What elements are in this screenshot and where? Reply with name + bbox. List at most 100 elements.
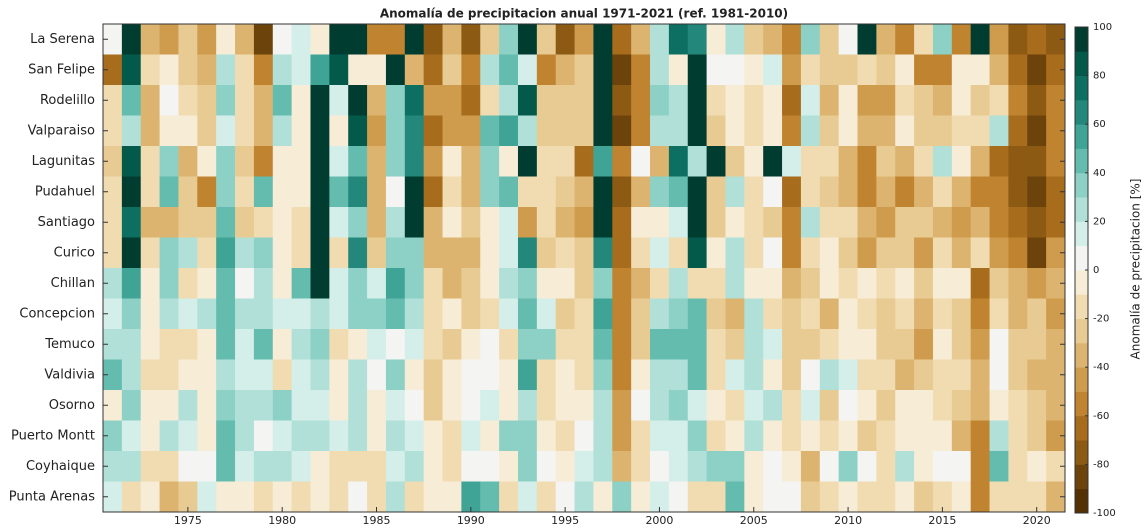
- heatmap-cell: [650, 115, 670, 147]
- heatmap-cell: [461, 146, 481, 177]
- heatmap-cell: [650, 451, 670, 482]
- heatmap-cell: [461, 237, 481, 269]
- y-tick-label: San Felipe: [28, 62, 95, 77]
- heatmap-cell: [385, 481, 406, 513]
- heatmap-cell: [838, 207, 858, 238]
- heatmap-cell: [140, 390, 160, 421]
- heatmap-cell: [442, 115, 462, 147]
- y-tick-label: Rodelillo: [40, 93, 95, 108]
- heatmap-cell: [159, 54, 179, 86]
- heatmap-cell: [423, 115, 443, 147]
- heatmap-cell: [140, 24, 160, 55]
- heatmap-cell: [687, 146, 708, 177]
- colorbar-swatch: [1075, 27, 1088, 52]
- heatmap-cell: [178, 298, 198, 330]
- heatmap-cell: [895, 451, 915, 482]
- heatmap-cell: [197, 268, 217, 299]
- heatmap-cell: [216, 298, 236, 330]
- heatmap-cell: [857, 115, 877, 147]
- heatmap-cell: [650, 54, 670, 86]
- heatmap-cell: [423, 329, 443, 360]
- x-tick-label: 2000: [645, 514, 673, 526]
- heatmap-cell: [800, 268, 821, 299]
- heatmap-cell: [574, 298, 594, 330]
- heatmap-cell: [480, 207, 500, 238]
- x-tick-label: 2010: [834, 514, 862, 526]
- heatmap-cell: [574, 329, 594, 360]
- heatmap-cell: [367, 298, 387, 330]
- heatmap-cell: [989, 24, 1009, 55]
- heatmap-cell: [103, 329, 123, 360]
- heatmap-cell: [216, 237, 236, 269]
- heatmap-cell: [1008, 481, 1028, 513]
- heatmap-cell: [970, 207, 990, 238]
- heatmap-cell: [140, 359, 160, 391]
- heatmap-cell: [367, 24, 387, 55]
- heatmap-cell: [1027, 329, 1047, 360]
- heatmap-cell: [517, 329, 538, 360]
- colorbar-swatch: [1075, 440, 1088, 465]
- heatmap-cell: [857, 329, 877, 360]
- heatmap-cell: [197, 359, 217, 391]
- heatmap-cell: [348, 207, 368, 238]
- heatmap-cell: [461, 115, 481, 147]
- heatmap-cell: [650, 298, 670, 330]
- colorbar-swatch: [1075, 342, 1088, 368]
- heatmap-cell: [499, 85, 519, 116]
- heatmap-cell: [385, 359, 406, 391]
- y-tick-label: Santiago: [38, 215, 95, 230]
- heatmap-cell: [932, 329, 953, 360]
- heatmap-cell: [687, 298, 708, 330]
- heatmap-cell: [895, 176, 915, 208]
- heatmap-cell: [763, 85, 783, 116]
- heatmap-cell: [782, 207, 802, 238]
- heatmap-cell: [574, 359, 594, 391]
- heatmap-cell: [989, 115, 1009, 147]
- colorbar-swatch: [1075, 124, 1088, 149]
- heatmap-cell: [121, 298, 142, 330]
- heatmap-cell: [103, 451, 123, 482]
- heatmap-cell: [1027, 115, 1047, 147]
- heatmap-cell: [517, 85, 538, 116]
- heatmap-cell: [235, 207, 255, 238]
- heatmap-cell: [159, 481, 179, 513]
- heatmap-cell: [555, 298, 575, 330]
- heatmap-cell: [650, 359, 670, 391]
- heatmap-cell: [612, 420, 632, 452]
- heatmap-cell: [800, 85, 821, 116]
- heatmap-cell: [348, 54, 368, 86]
- heatmap-cell: [121, 420, 142, 452]
- heatmap-cell: [800, 390, 821, 421]
- colorbar-tick-label: -100: [1093, 508, 1116, 519]
- x-tick-label: 1980: [268, 514, 296, 526]
- heatmap-cell: [517, 390, 538, 421]
- heatmap-cell: [197, 237, 217, 269]
- heatmap-cell: [744, 54, 764, 86]
- heatmap-cell: [103, 359, 123, 391]
- heatmap-cell: [763, 207, 783, 238]
- heatmap-cell: [838, 146, 858, 177]
- heatmap-cell: [857, 54, 877, 86]
- heatmap-cell: [876, 268, 896, 299]
- heatmap-cell: [819, 451, 840, 482]
- heatmap-cell: [404, 329, 425, 360]
- heatmap-cell: [442, 359, 462, 391]
- heatmap-cell: [235, 420, 255, 452]
- heatmap-cell: [140, 207, 160, 238]
- heatmap-cell: [1008, 115, 1028, 147]
- heatmap-cell: [668, 268, 689, 299]
- heatmap-cell: [253, 237, 274, 269]
- heatmap-cell: [668, 451, 689, 482]
- heatmap-cell: [744, 329, 764, 360]
- heatmap-cell: [291, 390, 311, 421]
- heatmap-cell: [216, 24, 236, 55]
- heatmap-cell: [329, 481, 349, 513]
- colorbar-tick-label: 0: [1093, 265, 1099, 276]
- heatmap-cell: [367, 237, 387, 269]
- heatmap-cell: [555, 237, 575, 269]
- heatmap-cell: [857, 207, 877, 238]
- heatmap-cell: [650, 207, 670, 238]
- heatmap-cell: [216, 54, 236, 86]
- heatmap-cell: [367, 207, 387, 238]
- heatmap-cell: [103, 176, 123, 208]
